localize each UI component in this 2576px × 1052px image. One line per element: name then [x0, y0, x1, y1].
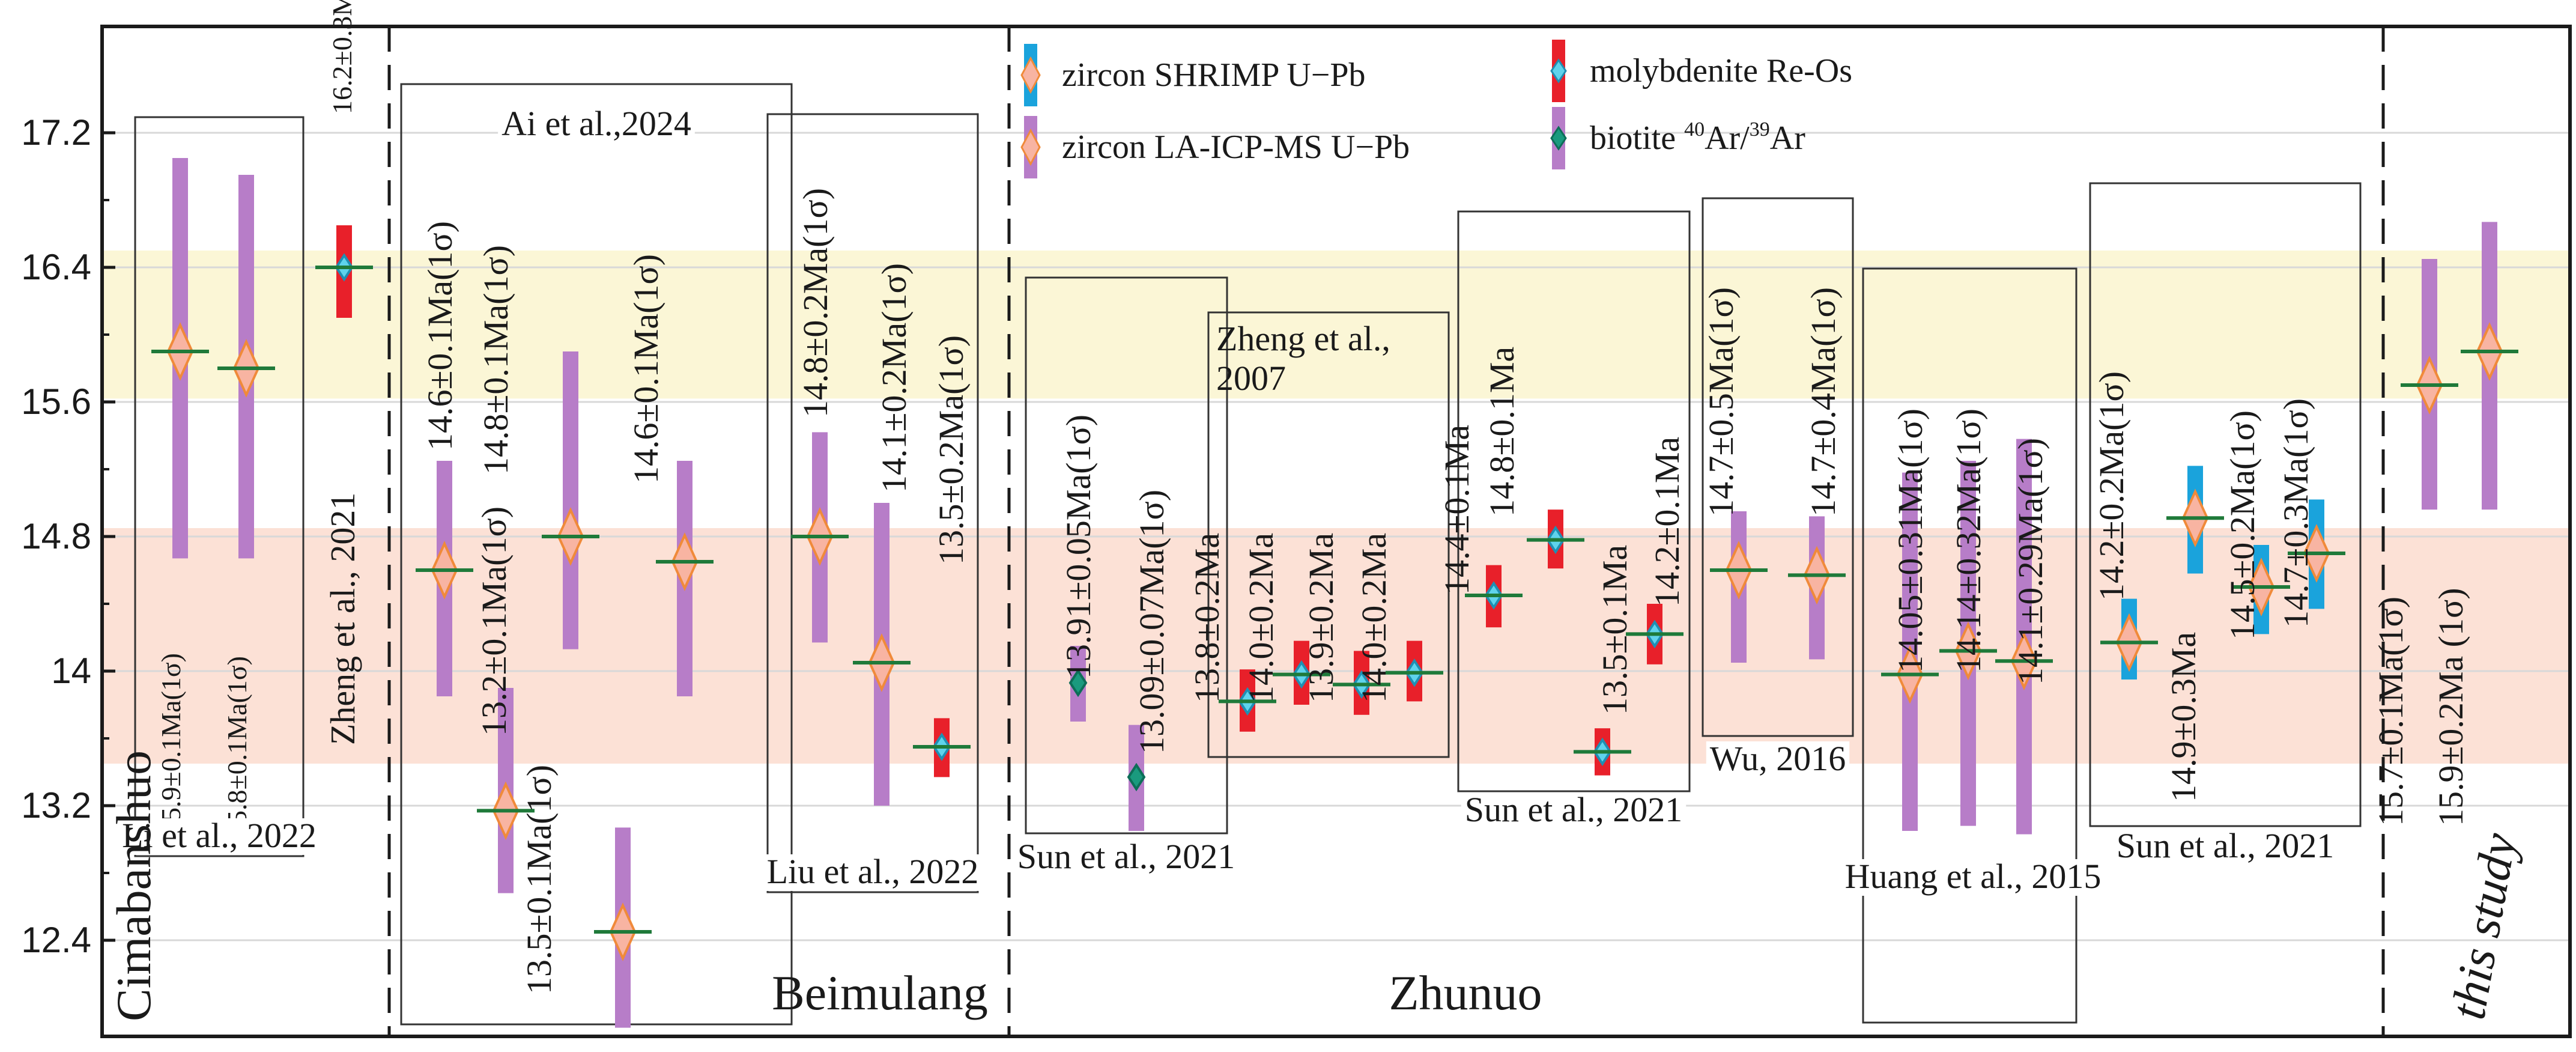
reference-label: Liu et al., 2022 [767, 852, 979, 891]
reference-box [766, 113, 979, 893]
y-tick-label: 12.4 [21, 920, 91, 960]
legend-label: zircon LA-ICP-MS U−Pb [1062, 129, 1410, 166]
reference-box [400, 83, 793, 1026]
plot-frame [100, 25, 2572, 1038]
data-labels: 15.9±0.1Ma(1σ) 15.8±0.1Ma(1σ) 16.2±0.3Ma 14… [156, 0, 2470, 994]
age-label: 14.7±0.3Ma(1σ) [2276, 398, 2315, 628]
legend-label-part: Ar/ [1705, 120, 1750, 157]
legend-label-part: Ar [1770, 120, 1805, 157]
age-label: 14.2±0.2Ma(1σ) [2092, 371, 2131, 601]
legend-swatch-marker [1020, 56, 1041, 94]
y-tick-label: 17.2 [21, 112, 91, 153]
reference-label-backing [118, 818, 320, 855]
region-label: Cimabanshuo [106, 750, 161, 1021]
age-label: 14.05±0.31Ma(1σ) [1891, 409, 1930, 673]
reference-label-backing [498, 106, 695, 143]
age-label: 14.6±0.1Ma(1σ) [420, 221, 459, 451]
reference-label-backing [1841, 859, 2105, 896]
reference-label: Huang et al., 2015 [1845, 857, 2102, 896]
reference-box [1702, 197, 1854, 737]
y-tick-label: 16.4 [21, 247, 91, 287]
legend-swatch-marker [1550, 126, 1567, 151]
region-label: Zhunuo [1389, 965, 1542, 1020]
age-label: 16.2±0.3Ma [327, 0, 357, 114]
reference-box [2089, 182, 2362, 827]
reference-label-backing [2112, 829, 2338, 865]
age-label: 14.1±0.29Ma(1σ) [2011, 438, 2050, 685]
reference-label: Sun et al., 2021 [1017, 837, 1235, 876]
age-label: 14.14±0.32Ma(1σ) [1949, 409, 1988, 673]
age-marker [1068, 668, 1088, 698]
age-label: 14.6±0.1Ma(1σ) [626, 254, 665, 484]
age-label: 13.2±0.1Ma(1σ) [474, 506, 514, 736]
reference-label: Ai et al.,2024 [502, 104, 691, 143]
reference-label-line2: 2007 [1216, 359, 1286, 398]
reference-boxes [134, 83, 2362, 1026]
reference-box [1025, 276, 1228, 835]
age-label: 14.2±0.1Ma [1647, 437, 1687, 607]
age-label: 14.5±0.2Ma(1σ) [2223, 410, 2262, 640]
legend: zircon SHRIMP U−Pb zircon LA-ICP-MS U−Pb m… [1020, 40, 1852, 178]
age-label: 14.8±0.1Ma [1482, 347, 1521, 517]
reference-labels: Li et al., 2022 Ai et al.,2024 Liu et al.,… [118, 104, 2338, 896]
legend-label: biotite 40Ar/39Ar [1590, 118, 1805, 157]
age-label: 14.9±0.3Ma [2164, 632, 2203, 802]
reference-box [1862, 267, 2077, 1024]
legend-label-sup: 40 [1684, 118, 1705, 141]
reference-label-backing [763, 854, 983, 891]
reference-label: Wu, 2016 [1710, 739, 1846, 778]
age-label: 13.09±0.07Ma(1σ) [1132, 490, 1171, 754]
reference-box [1207, 311, 1450, 758]
reference-label-line1: Zheng et al., [1216, 319, 1390, 358]
age-label: 14.7±0.5Ma(1σ) [1702, 287, 1741, 517]
reference-box [1457, 210, 1691, 792]
region-label: this study [2440, 829, 2527, 1023]
age-label: 14.0±0.2Ma [1241, 533, 1280, 703]
reference-label-backing [1706, 741, 1850, 778]
age-label: 13.9±0.2Ma [1302, 533, 1341, 703]
age-label: 14.0±0.2Ma [1354, 533, 1393, 703]
legend-label: zircon SHRIMP U−Pb [1062, 56, 1366, 94]
age-label: 13.5±0.1Ma [1595, 545, 1634, 715]
y-axis: 12.4 13.2 14 14.8 15.6 16.4 17.2 [21, 112, 115, 960]
region-dividers [387, 26, 2385, 1036]
age-label: 13.91±0.05Ma(1σ) [1059, 415, 1098, 679]
reference-label-backing [1461, 792, 1687, 829]
legend-label: molybdenite Re-Os [1590, 52, 1852, 90]
age-label: 15.9±0.1Ma(1σ) [156, 653, 186, 835]
reference-box [134, 116, 305, 857]
age-label: 13.8±0.2Ma [1187, 533, 1226, 703]
legend-label-part: biotite [1590, 120, 1684, 157]
age-label: 14.4±0.1Ma [1437, 425, 1476, 595]
legend-swatch-marker [1020, 128, 1041, 166]
side-reference-label: Zheng et al., 2021 [323, 493, 362, 745]
gridlines [102, 132, 2570, 941]
data-points [151, 158, 2518, 1028]
age-label: 15.9±0.2Ma (1σ) [2431, 588, 2470, 826]
y-tick-label: 15.6 [21, 382, 91, 422]
reference-label: Sun et al., 2021 [1465, 790, 1682, 829]
age-label: 14.7±0.4Ma(1σ) [1804, 287, 1843, 517]
legend-label-sup: 39 [1750, 118, 1770, 141]
age-label: 14.1±0.2Ma(1σ) [874, 263, 914, 493]
age-label: 13.5±0.1Ma(1σ) [520, 765, 559, 994]
age-marker [1127, 762, 1146, 792]
reference-label: Sun et al., 2021 [2117, 826, 2334, 865]
error-bar [563, 351, 578, 649]
age-label: 14.8±0.1Ma(1σ) [476, 245, 515, 475]
reference-label-backing [1013, 839, 1239, 876]
age-label: 15.7±0.1Ma(1σ) [2371, 597, 2410, 826]
age-label: 13.5±0.2Ma(1σ) [932, 335, 971, 565]
legend-swatch-marker [1550, 58, 1567, 84]
y-tick-label: 14.8 [21, 516, 91, 556]
age-label: 15.8±0.1Ma(1σ) [222, 656, 252, 838]
reference-label: Li et al., 2022 [122, 816, 317, 855]
age-label: 14.8±0.2Ma(1σ) [796, 188, 835, 418]
region-label: Beimulang [772, 965, 988, 1020]
y-tick-label: 14 [51, 651, 91, 691]
yellow-band [102, 251, 2570, 399]
y-tick-label: 13.2 [21, 785, 91, 825]
